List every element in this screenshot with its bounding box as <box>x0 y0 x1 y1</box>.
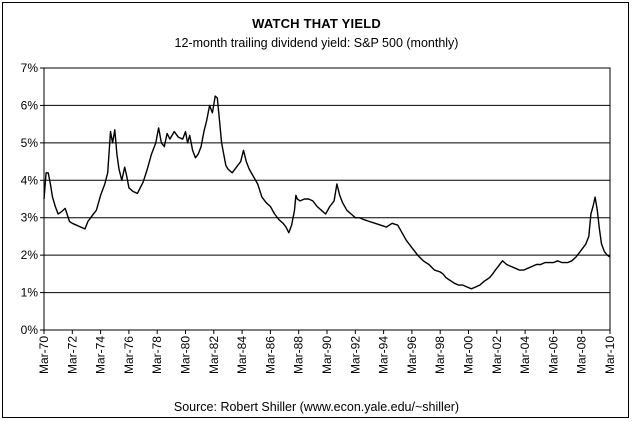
x-tick-label: Mar-00 <box>462 336 476 374</box>
y-tick-label: 3% <box>21 211 39 225</box>
x-tick-label: Mar-06 <box>546 336 560 374</box>
y-tick-label: 4% <box>21 173 39 187</box>
gridlines <box>44 104 610 294</box>
y-tick-label: 2% <box>21 248 39 262</box>
x-tick-label: Mar-74 <box>94 336 108 374</box>
x-tick-label: Mar-72 <box>65 336 79 374</box>
plot-area <box>43 67 611 331</box>
x-tick-label: Mar-90 <box>320 336 334 374</box>
y-tick-label: 0% <box>21 323 39 337</box>
x-tick-label: Mar-78 <box>150 336 164 374</box>
y-tick-label: 5% <box>21 136 39 150</box>
y-tick-label: 7% <box>21 61 39 75</box>
x-tick-label: Mar-94 <box>377 336 391 374</box>
chart-title: WATCH THAT YIELD <box>252 16 381 31</box>
x-tick-label: Mar-80 <box>179 336 193 374</box>
series-lines <box>43 95 611 290</box>
series-line <box>43 95 611 290</box>
x-tick-label: Mar-82 <box>207 336 221 374</box>
x-tick-label: Mar-84 <box>235 336 249 374</box>
x-tick-label: Mar-08 <box>575 336 589 374</box>
x-tick-label: Mar-02 <box>490 336 504 374</box>
x-tick-label: Mar-70 <box>37 336 51 374</box>
x-tick-label: Mar-86 <box>263 336 277 374</box>
x-tick-label: Mar-92 <box>348 336 362 374</box>
chart-source: Source: Robert Shiller (www.econ.yale.ed… <box>173 400 460 414</box>
x-tick-label: Mar-10 <box>603 336 617 374</box>
x-tick-label: Mar-96 <box>405 336 419 374</box>
x-tick-label: Mar-98 <box>433 336 447 374</box>
y-axis: 0% 1% 2% 3% 4% 5% 6% 7% <box>21 61 44 337</box>
x-tick-label: Mar-04 <box>518 336 532 374</box>
y-tick-label: 6% <box>21 98 39 112</box>
y-tick-label: 1% <box>21 286 39 300</box>
x-tick-label: Mar-88 <box>292 336 306 374</box>
chart-subtitle: 12-month trailing dividend yield: S&P 50… <box>174 36 459 50</box>
x-axis: Mar-70 Mar-72 Mar-74 Mar-76 Mar-78 Mar-80 Mar-… <box>37 330 617 374</box>
x-tick-label: Mar-76 <box>122 336 136 374</box>
